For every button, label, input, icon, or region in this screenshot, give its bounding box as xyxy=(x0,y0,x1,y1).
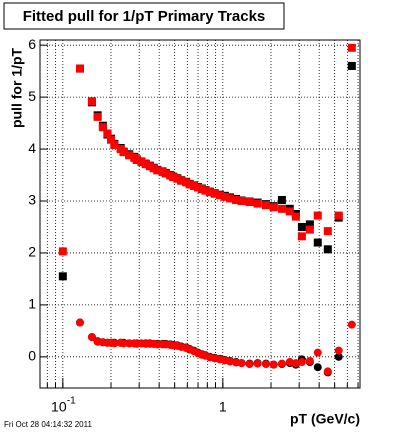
data-point xyxy=(75,318,84,327)
y-tick-label: 4 xyxy=(28,140,36,156)
y-tick-label: 0 xyxy=(28,348,36,364)
data-point xyxy=(334,352,343,361)
data-point xyxy=(313,363,322,372)
data-point xyxy=(269,360,278,369)
data-point xyxy=(137,158,146,167)
y-tick-label: 1 xyxy=(28,296,36,312)
data-point xyxy=(189,181,198,190)
data-point xyxy=(269,203,278,212)
data-point xyxy=(297,232,306,241)
x-tick-label: 1 xyxy=(219,399,227,415)
data-point xyxy=(245,198,254,207)
data-point xyxy=(161,169,170,178)
data-point xyxy=(226,357,235,366)
data-point xyxy=(215,191,224,200)
data-point xyxy=(313,238,322,247)
data-point xyxy=(93,112,102,121)
data-point xyxy=(313,348,322,357)
data-point xyxy=(277,204,286,213)
data-point xyxy=(237,359,246,368)
data-point xyxy=(220,192,229,201)
data-point xyxy=(347,320,356,329)
data-point xyxy=(98,123,107,132)
data-point xyxy=(347,43,356,52)
data-point xyxy=(205,188,214,197)
chart-title: Fitted pull for 1/pT Primary Tracks xyxy=(23,8,266,25)
data-point xyxy=(119,339,128,348)
footnote: Fri Oct 28 04:14:32 2011 xyxy=(4,420,92,429)
x-tick-label: 10 xyxy=(51,399,67,415)
y-tick-label: 5 xyxy=(28,88,36,104)
data-point xyxy=(132,155,141,164)
y-axis-label: pull for 1/pT xyxy=(9,48,25,129)
data-point xyxy=(169,173,178,182)
data-point xyxy=(110,140,119,149)
y-tick-label: 3 xyxy=(28,192,36,208)
data-point xyxy=(125,151,134,160)
data-point xyxy=(141,160,150,169)
data-point xyxy=(153,166,162,175)
data-point xyxy=(210,189,219,198)
data-point xyxy=(58,272,67,281)
data-point xyxy=(75,64,84,73)
data-point xyxy=(334,211,343,220)
y-tick-label: 6 xyxy=(28,36,36,52)
data-point xyxy=(334,346,343,355)
data-point xyxy=(106,135,115,144)
data-point xyxy=(237,197,246,206)
data-point xyxy=(185,180,194,189)
data-point xyxy=(253,199,262,208)
data-point xyxy=(277,359,286,368)
data-point xyxy=(297,358,306,367)
data-point xyxy=(305,225,314,234)
data-point xyxy=(323,245,332,254)
data-point xyxy=(232,195,241,204)
data-point xyxy=(110,339,119,348)
data-point xyxy=(226,194,235,203)
data-point xyxy=(103,129,112,138)
data-point xyxy=(245,360,254,369)
plot-frame xyxy=(39,39,361,389)
data-point xyxy=(291,359,300,368)
data-point xyxy=(285,358,294,367)
title-box xyxy=(3,2,285,30)
data-point xyxy=(87,97,96,106)
data-point xyxy=(313,211,322,220)
data-point xyxy=(323,227,332,236)
data-point xyxy=(347,61,356,70)
data-point xyxy=(261,360,270,369)
data-point xyxy=(291,212,300,221)
y-tick-label: 2 xyxy=(28,244,36,260)
data-point xyxy=(323,367,332,376)
data-point xyxy=(305,356,314,365)
data-point xyxy=(285,207,294,216)
x-tick-exponent: -1 xyxy=(67,396,76,407)
data-point xyxy=(261,201,270,210)
data-point xyxy=(201,186,210,195)
data-point xyxy=(58,247,67,256)
data-point xyxy=(87,333,96,342)
x-axis-label: pT (GeV/c) xyxy=(290,411,360,427)
data-point xyxy=(297,222,306,231)
data-point xyxy=(119,148,128,157)
data-point xyxy=(305,220,314,229)
data-point xyxy=(177,176,186,185)
data-point xyxy=(277,195,286,204)
data-point xyxy=(253,359,262,368)
